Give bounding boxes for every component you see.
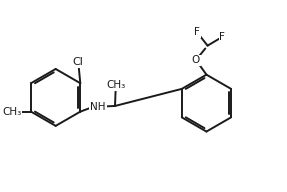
Text: NH: NH xyxy=(90,102,106,112)
Text: CH₃: CH₃ xyxy=(106,80,125,90)
Text: CH₃: CH₃ xyxy=(2,107,22,117)
Text: F: F xyxy=(220,32,225,42)
Text: O: O xyxy=(191,55,200,65)
Text: F: F xyxy=(194,27,200,37)
Text: Cl: Cl xyxy=(72,57,83,67)
